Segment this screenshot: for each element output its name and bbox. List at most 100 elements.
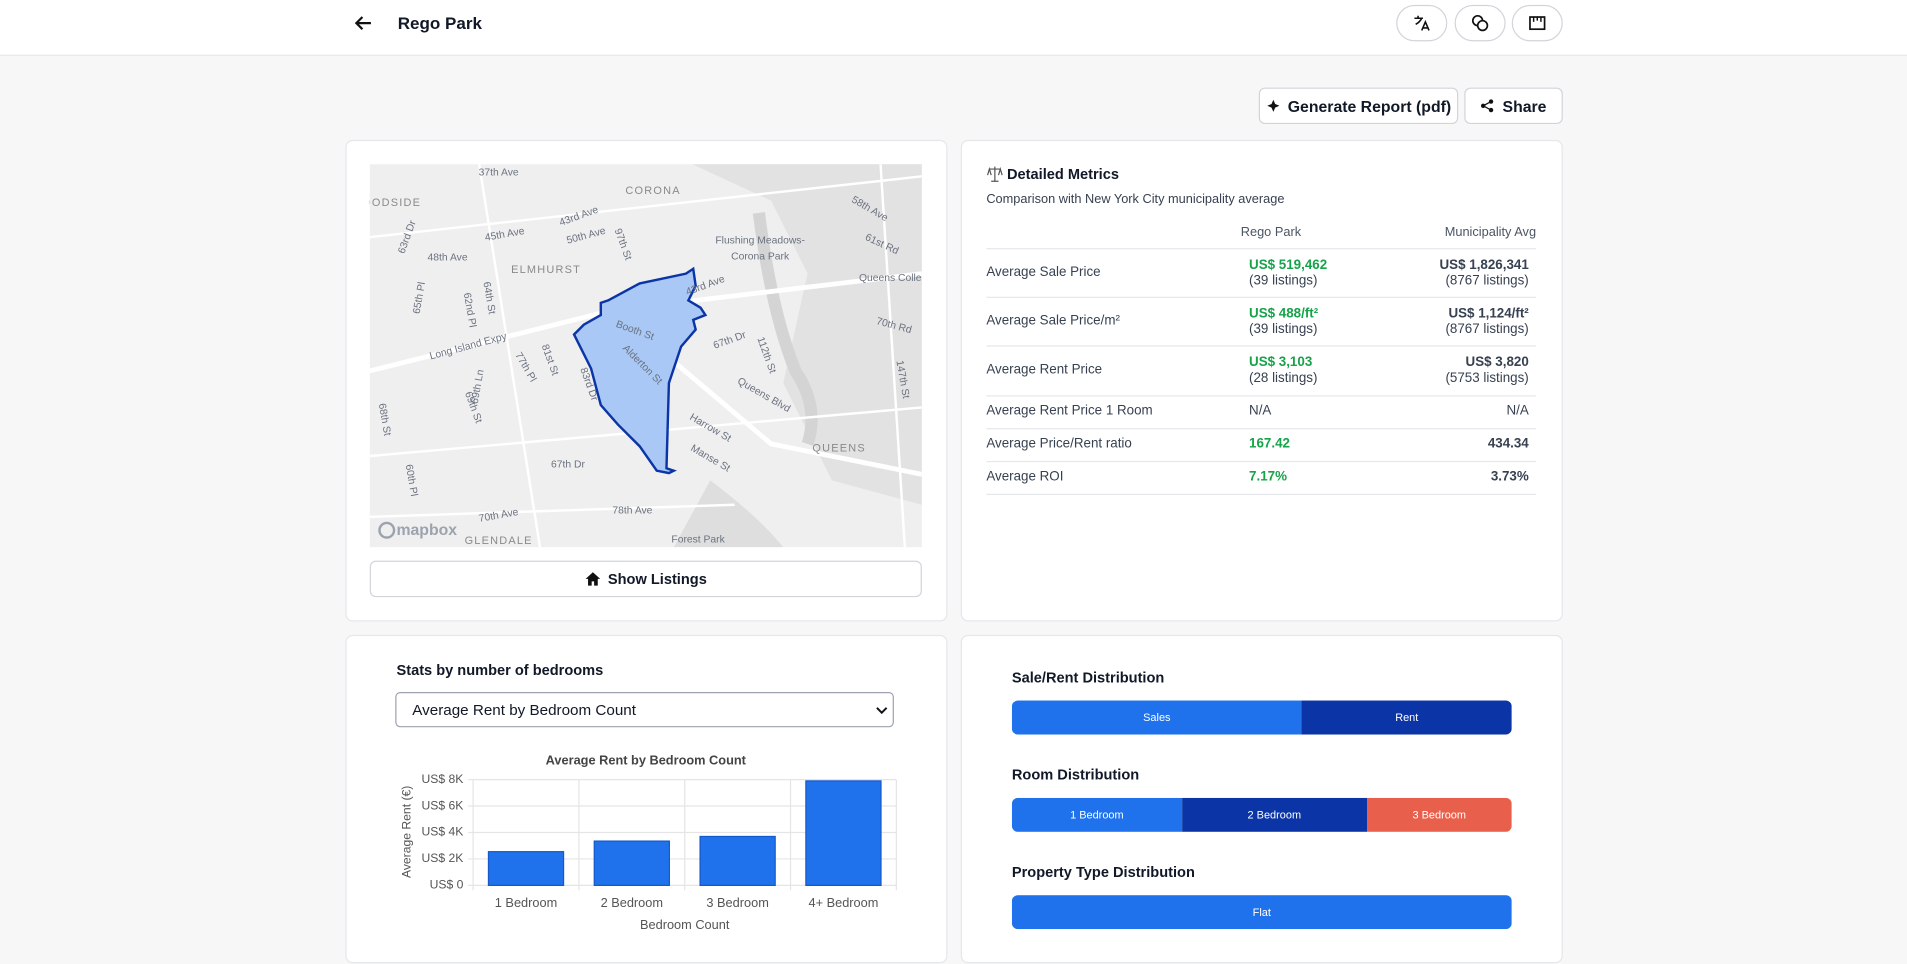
translate-icon: [1414, 15, 1430, 31]
page-title: Rego Park: [397, 13, 482, 33]
column-header: Municipality Avg: [1444, 224, 1537, 240]
avg-listings: (5753 listings): [1445, 370, 1529, 386]
scale-icon: [986, 166, 1003, 182]
x-tick-label: 4+ Bedroom: [808, 895, 878, 910]
metric-label: Average Rent Price: [986, 362, 1102, 377]
chart-title: Average Rent by Bedroom Count: [546, 753, 747, 768]
currency-button[interactable]: [1454, 4, 1506, 42]
x-tick-label: 1 Bedroom: [495, 895, 557, 910]
avg-listings: (8767 listings): [1445, 321, 1529, 337]
local-value: US$ 3,103 (28 listings): [1249, 355, 1317, 387]
forest-park: [673, 480, 784, 548]
map-label: 48th Ave: [428, 253, 468, 264]
local-listings: (39 listings): [1249, 273, 1318, 288]
metric-label: Average ROI: [986, 469, 1070, 484]
metric-select[interactable]: Average Rent by Bedroom Count: [395, 692, 894, 728]
distribution-segment: Flat: [1011, 895, 1512, 930]
avg-value-text: US$ 1,826,341: [1439, 257, 1529, 272]
avg-value: 434.34: [1488, 437, 1529, 453]
metric-label-text: Average Rent Price: [986, 362, 1103, 378]
share-button[interactable]: Share: [1464, 87, 1563, 125]
metric-row: Average Rent Price US$ 3,103 (28 listings)…: [986, 347, 1537, 397]
metric-row: Average Sale Price/m² US$ 488/ft² (39 list…: [986, 298, 1537, 347]
distribution-segment: 3 Bedroom: [1366, 797, 1512, 832]
local-value-text: US$ 519,462: [1249, 257, 1328, 272]
avg-value-text: US$ 3,820: [1465, 355, 1529, 370]
map-label: Forest Park: [671, 535, 725, 546]
metric-label-text: Average Price/Rent ratio: [986, 436, 1132, 452]
metric-row: Average ROI 7.17% 3.73%: [986, 462, 1537, 495]
map-label: 78th Ave: [612, 506, 652, 517]
map-label: Flushing Meadows-: [715, 236, 805, 247]
metric-row: Average Sale Price US$ 519,462 (39 listing…: [986, 249, 1537, 298]
map-label: Queens Colle: [859, 273, 922, 284]
map-label: OODSIDE: [370, 197, 421, 209]
distribution-segment: Rent: [1301, 700, 1512, 735]
local-value: US$ 519,462 (39 listings): [1249, 257, 1327, 289]
x-tick-label: 3 Bedroom: [706, 895, 768, 910]
avg-value-text: US$ 1,124/ft²: [1448, 305, 1529, 321]
local-value-text: N/A: [1249, 403, 1272, 419]
sparkle-icon: [1267, 99, 1280, 112]
avg-value: US$ 1,826,341 (8767 listings): [1440, 257, 1529, 289]
local-value: 167.42: [1249, 437, 1290, 453]
map-label: 67th Dr: [551, 459, 585, 470]
metric-label: Average Sale Price/m²: [986, 313, 1120, 328]
back-button[interactable]: [353, 13, 375, 32]
metrics-card: [960, 139, 1563, 622]
y-tick-label: US$ 8K: [421, 772, 463, 786]
metric-label-text: Average Sale Price/m²: [986, 313, 1120, 328]
show-listings-button[interactable]: Show Listings: [369, 560, 922, 598]
park-area: [692, 164, 922, 505]
map-label: Corona Park: [731, 251, 790, 262]
metrics-title: Detailed Metrics: [1007, 165, 1119, 183]
x-axis-label: Bedroom Count: [640, 917, 730, 932]
y-tick-label: US$ 6K: [421, 798, 463, 812]
header-bar: [0, 0, 1907, 56]
local-value-text: 167.42: [1249, 436, 1290, 452]
distribution-title: Sale/Rent Distribution: [1011, 668, 1165, 686]
segment-label: 2 Bedroom: [1247, 808, 1302, 821]
segment-label: 1 Bedroom: [1070, 808, 1124, 821]
metrics-subtitle: Comparison with New York City municipali…: [986, 192, 1285, 207]
x-tick-label: 2 Bedroom: [601, 895, 663, 910]
select-value: Average Rent by Bedroom Count: [412, 701, 636, 719]
bedrooms-title: Stats by number of bedrooms: [396, 661, 604, 679]
metric-label: Average Sale Price: [986, 265, 1100, 280]
distribution-bar: Sales Rent: [1011, 700, 1512, 735]
segment-label: 3 Bedroom: [1412, 808, 1467, 821]
distribution-title: Property Type Distribution: [1011, 863, 1195, 881]
map-label: 68th St: [376, 403, 393, 437]
ruler-icon: [1529, 16, 1546, 31]
distribution-bar: 1 Bedroom 2 Bedroom 3 Bedroom: [1011, 797, 1512, 832]
local-value: N/A: [1249, 404, 1271, 420]
avg-value: N/A: [1506, 404, 1528, 420]
map-label: QUEENS: [812, 443, 866, 455]
currency-icon: [1471, 14, 1489, 32]
metric-label-text: Average Rent Price 1 Room: [986, 403, 1153, 419]
share-label: Share: [1502, 96, 1547, 115]
metric-label-text: Average ROI: [986, 469, 1064, 485]
bar: [593, 840, 670, 887]
generate-report-button[interactable]: Generate Report (pdf): [1258, 87, 1459, 125]
units-button[interactable]: [1511, 4, 1563, 42]
avg-listings: (8767 listings): [1445, 273, 1529, 288]
y-tick-label: US$ 2K: [421, 851, 463, 865]
metric-label: Average Price/Rent ratio: [986, 437, 1139, 452]
column-header: Rego Park: [1240, 224, 1302, 240]
map-label: 65th Pl: [412, 281, 428, 315]
bar: [805, 780, 882, 887]
translate-button[interactable]: [1396, 4, 1448, 42]
avg-value: US$ 3,820 (5753 listings): [1445, 355, 1528, 387]
avg-value-text: 3.73%: [1490, 469, 1529, 485]
map-label: 37th Ave: [479, 167, 519, 178]
generate-report-label: Generate Report (pdf): [1287, 96, 1452, 115]
local-listings: (39 listings): [1249, 321, 1318, 337]
avg-value-text: 434.34: [1487, 436, 1529, 452]
rego-park-boundary: [572, 266, 708, 475]
segment-label: Sales: [1143, 711, 1171, 724]
distribution-segment: 1 Bedroom: [1011, 797, 1182, 832]
